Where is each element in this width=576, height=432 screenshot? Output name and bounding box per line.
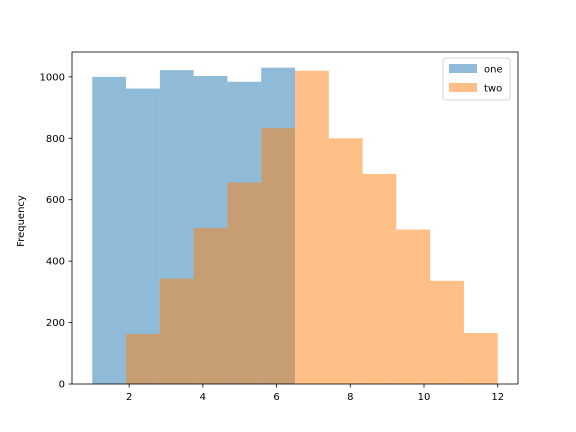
- x-tick-label: 6: [273, 392, 279, 403]
- y-tick-label: 200: [46, 318, 65, 329]
- y-tick-label: 600: [46, 195, 65, 206]
- bars-layer: [92, 67, 498, 385]
- plot-frame: [71, 51, 519, 385]
- bar-two-6: [328, 138, 363, 384]
- y-tick-label: 1000: [40, 72, 65, 83]
- x-tick-label: 2: [126, 392, 132, 403]
- y-tick-label: 0: [59, 380, 65, 391]
- y-axis-label: Frequency: [16, 195, 27, 247]
- bar-two-4: [261, 128, 295, 384]
- bar-two-2: [193, 227, 228, 384]
- legend-swatch-two: [449, 83, 477, 92]
- legend-label-one: one: [484, 65, 503, 76]
- axes-layer: 2 4 6 8 10 12 0 200 400 600 800 1000: [40, 51, 519, 403]
- bar-two-9: [430, 280, 464, 384]
- bar-two-3: [227, 182, 262, 384]
- bar-one-0: [92, 76, 127, 385]
- x-tick-label: 10: [418, 392, 431, 403]
- y-tick-label: 800: [46, 134, 65, 145]
- bar-two-8: [396, 229, 431, 384]
- x-tick-label: 12: [491, 392, 504, 403]
- x-tick-label: 4: [200, 392, 206, 403]
- x-tick-label: 8: [347, 392, 353, 403]
- legend: one two: [442, 57, 511, 101]
- legend-label-two: two: [484, 84, 502, 95]
- y-tick-label: 400: [46, 257, 65, 268]
- bar-two-0: [126, 333, 160, 384]
- bar-two-10: [463, 333, 498, 384]
- bar-two-7: [362, 173, 397, 384]
- bar-two-5: [295, 70, 329, 385]
- series-two: [126, 70, 498, 385]
- bar-two-1: [159, 278, 194, 384]
- legend-swatch-one: [449, 64, 477, 73]
